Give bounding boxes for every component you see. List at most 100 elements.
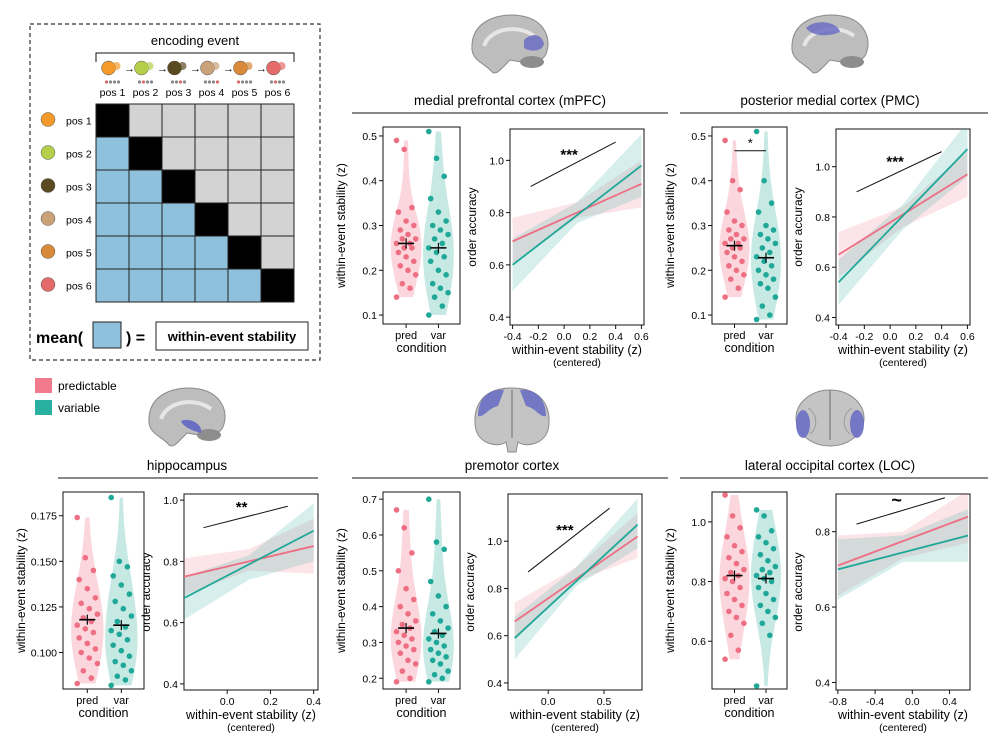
data-point-pred — [393, 507, 400, 513]
data-point-pred — [407, 285, 413, 292]
data-point-var — [433, 539, 440, 545]
data-point-pred — [76, 576, 82, 583]
timing-dot — [269, 80, 274, 84]
roi-highlight — [806, 22, 840, 36]
timing-dot — [112, 80, 117, 84]
data-point-var — [443, 654, 449, 660]
timing-dot — [277, 80, 282, 84]
matrix-cell — [128, 169, 163, 204]
col-label: pos 6 — [265, 87, 291, 99]
data-point-var — [767, 569, 773, 576]
region-title: medial prefrontal cortex (mPFC) — [414, 93, 606, 108]
y-tick-label: 0.8 — [489, 208, 504, 220]
roi-highlight-left — [796, 410, 810, 438]
data-point-var — [772, 240, 779, 247]
data-point-pred — [722, 492, 728, 498]
matrix-cell — [128, 136, 163, 171]
data-point-var — [429, 280, 436, 287]
data-point-var — [441, 546, 448, 553]
data-point-pred — [94, 611, 101, 617]
legend-label-predictable: predictable — [58, 379, 117, 393]
x-axis-sublabel: (centered) — [227, 722, 275, 734]
data-point-var — [431, 294, 438, 300]
y-tick-label: 0.3 — [362, 637, 377, 649]
data-point-var — [445, 289, 451, 296]
data-point-pred — [395, 209, 402, 215]
x-axis-label: within-event stability (z) — [509, 708, 640, 722]
x-tick-label: 0.2 — [263, 696, 278, 708]
violin-var — [423, 131, 454, 315]
y-tick-label: 0.2 — [362, 673, 377, 685]
timing-dot — [244, 80, 249, 84]
timing-dot — [240, 80, 245, 84]
data-point-var — [767, 249, 773, 256]
data-point-var — [765, 285, 771, 292]
x-tick-label: 0.6 — [634, 331, 649, 343]
data-point-pred — [409, 245, 415, 251]
y-tick-label: 1.0 — [815, 162, 830, 174]
data-point-var — [437, 227, 444, 233]
data-point-var — [768, 528, 775, 534]
data-point-var — [116, 558, 123, 565]
data-point-var — [767, 632, 773, 639]
y-tick-label: 0.8 — [815, 212, 830, 224]
data-point-pred — [412, 618, 419, 624]
timing-dot — [273, 80, 278, 84]
matrix-cell — [227, 202, 262, 237]
data-point-pred — [739, 222, 745, 229]
x-tick-label: 0.0 — [220, 696, 235, 708]
data-point-var — [426, 636, 432, 642]
data-point-var — [431, 236, 438, 242]
matrix-cell — [194, 169, 229, 204]
data-point-var — [126, 653, 133, 659]
data-point-var — [772, 614, 779, 621]
data-point-pred — [731, 542, 738, 549]
y-axis-label: order accuracy — [463, 552, 477, 631]
avocado-icon — [178, 62, 187, 70]
data-point-var — [128, 668, 135, 674]
data-point-var — [755, 534, 762, 540]
x-tick-label: 0.0 — [541, 696, 556, 708]
data-point-var — [112, 598, 118, 605]
data-point-var — [437, 661, 444, 667]
data-point-pred — [411, 646, 417, 653]
legend-swatch-variable — [35, 400, 52, 415]
matrix-cell — [161, 136, 196, 171]
data-point-var — [124, 564, 131, 570]
data-point-pred — [395, 568, 402, 574]
matrix-cell — [260, 202, 295, 237]
data-point-var — [108, 627, 114, 634]
data-point-var — [426, 245, 432, 251]
data-point-pred — [397, 227, 404, 233]
ci-band-var — [837, 509, 969, 600]
matrix-cell — [161, 235, 196, 270]
y-tick-label: 0.4 — [163, 679, 178, 691]
data-point-var — [445, 668, 451, 674]
significance-line — [856, 497, 946, 525]
y-tick-label: 0.4 — [487, 678, 502, 690]
data-point-var — [437, 285, 444, 292]
data-point-var — [122, 677, 129, 683]
matrix-cell — [227, 103, 262, 138]
plot-frame — [509, 128, 645, 326]
fit-line-pred — [184, 545, 314, 578]
region-title: hippocampus — [147, 458, 228, 473]
y-tick-label: 0.6 — [487, 631, 502, 643]
y-tick-label: 0.5 — [362, 566, 377, 578]
data-point-var — [757, 231, 764, 238]
data-point-pred — [90, 629, 97, 636]
matrix-cell — [194, 235, 229, 270]
timing-dot — [182, 80, 187, 84]
matrix-cell — [260, 103, 295, 138]
data-point-var — [757, 551, 764, 558]
data-point-pred — [397, 603, 404, 610]
data-point-var — [439, 240, 446, 247]
data-point-pred — [401, 146, 408, 153]
data-point-pred — [92, 595, 99, 601]
data-point-var — [755, 267, 762, 274]
x-tick-label: 0.2 — [583, 331, 598, 343]
data-point-var — [767, 312, 773, 318]
